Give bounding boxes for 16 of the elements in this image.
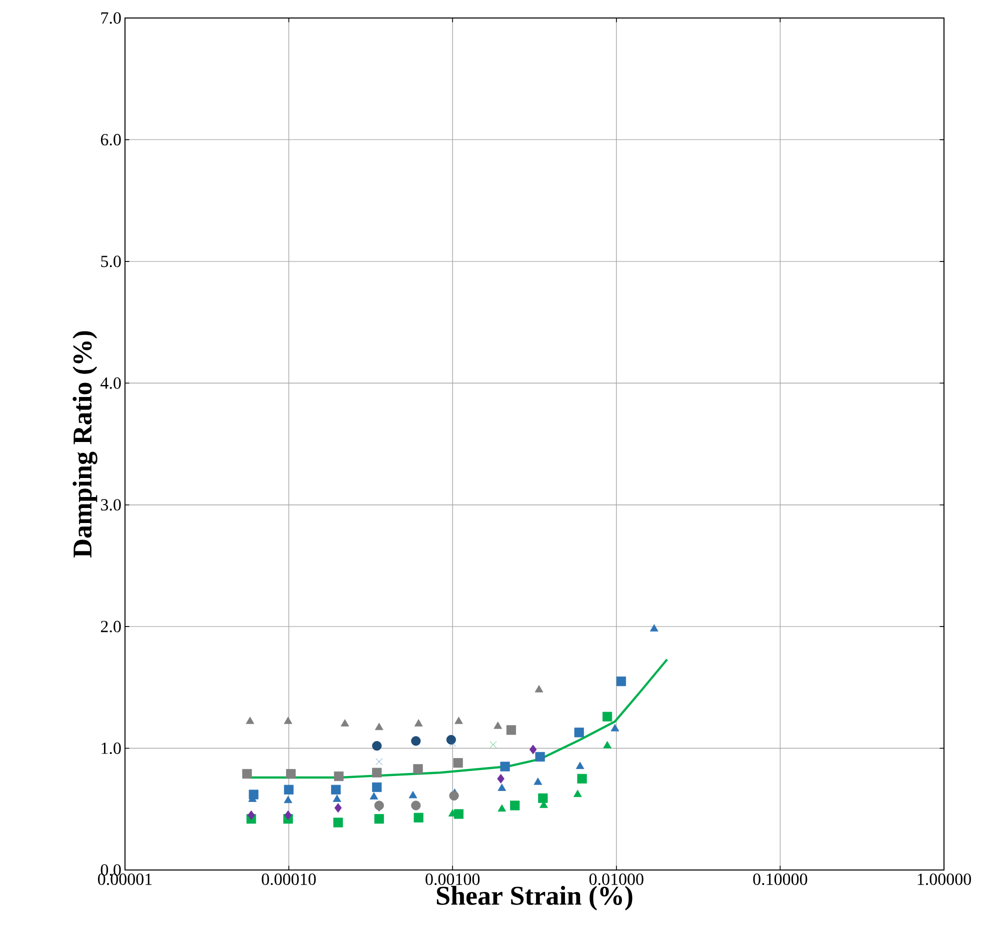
x-axis-title: Shear Strain (%) — [436, 886, 632, 910]
y-tick-label: 1.0 — [102, 742, 121, 754]
y-tick-label: 2.0 — [100, 620, 121, 632]
y-tick-label: 0.0 — [100, 864, 121, 876]
y-tick-label: 7.0 — [101, 12, 121, 24]
y-axis-title: Damping Ratio (%) — [72, 331, 98, 558]
x-tick-label: 0.00100 — [426, 874, 480, 886]
x-tick-label: 0.00010 — [262, 874, 316, 886]
y-tick-label: 4.0 — [100, 377, 121, 389]
y-tick-label: 3.0 — [101, 499, 121, 511]
x-tick-label: 1.00000 — [918, 874, 971, 886]
y-tick-label: 6.0 — [100, 134, 121, 146]
y-tick-label: 5.0 — [101, 256, 121, 268]
x-tick-label: 0.10000 — [753, 874, 808, 886]
x-tick-label: 0.00001 — [98, 874, 152, 886]
x-tick-label: 0.01000 — [589, 874, 644, 886]
